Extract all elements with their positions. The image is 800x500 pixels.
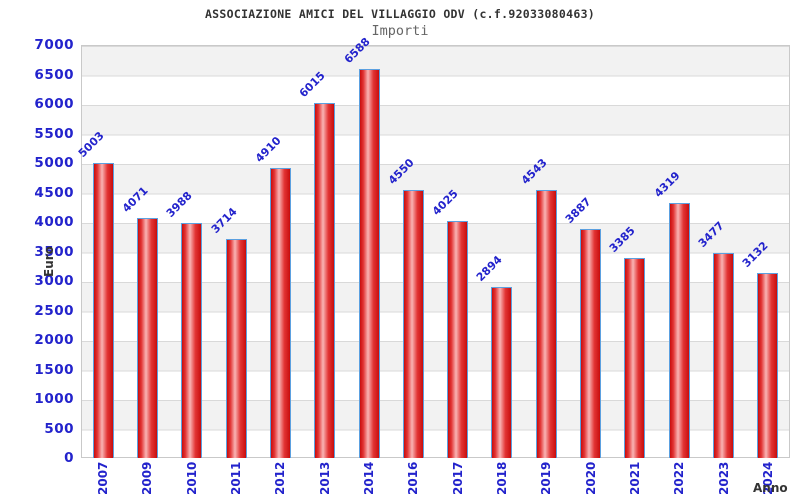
bar — [269, 168, 291, 458]
y-axis-tick-label: 2500 — [34, 302, 74, 319]
x-axis-tick-label: 2016 — [406, 461, 421, 495]
y-axis-tick-label: 5500 — [34, 125, 74, 142]
x-axis-tick-label: 2020 — [583, 461, 598, 495]
x-axis-tick-label: 2010 — [184, 461, 199, 495]
x-axis-tick-label: 2019 — [539, 461, 554, 495]
bar — [624, 258, 646, 458]
bar — [92, 162, 114, 458]
y-axis-tick-label: 1500 — [34, 361, 74, 378]
y-axis-tick-label: 6000 — [34, 96, 74, 112]
y-axis-tick-label: 0 — [64, 450, 74, 466]
x-axis-tick-label: 2022 — [672, 461, 687, 495]
x-axis-tick-label: 2018 — [494, 461, 509, 495]
x-axis-tick-label: 2017 — [450, 461, 465, 495]
x-axis-tick-label: 2013 — [317, 461, 332, 495]
bar — [358, 69, 380, 458]
bar — [314, 103, 336, 458]
x-axis-tick-label: 2009 — [140, 461, 155, 495]
x-axis-tick-label: 2023 — [716, 461, 731, 495]
x-axis-tick-label: 2007 — [96, 461, 111, 495]
y-axis-tick-label: 2000 — [34, 332, 74, 348]
y-axis-tick-label: 500 — [44, 420, 74, 437]
chart-subtitle: Importi — [371, 23, 429, 39]
y-axis-tick-label: 6500 — [34, 66, 74, 83]
y-axis-tick-label: 4500 — [34, 184, 74, 201]
bar — [713, 252, 735, 458]
bar — [447, 220, 469, 458]
y-axis-tick-label: 3000 — [34, 273, 74, 289]
y-axis-tick-label: 4000 — [34, 214, 74, 230]
bar — [491, 287, 513, 458]
bar — [402, 189, 424, 458]
chart-title: ASSOCIAZIONE AMICI DEL VILLAGGIO ODV (c.… — [204, 7, 596, 21]
bar — [668, 203, 690, 458]
bar — [136, 217, 158, 458]
y-axis-tick-label: 5000 — [34, 155, 74, 171]
x-axis-tick-label: 2011 — [229, 461, 244, 495]
y-axis-tick-label: 1000 — [34, 391, 74, 407]
bar — [580, 228, 602, 458]
bar — [757, 273, 779, 458]
y-axis-tick-label: 7000 — [34, 37, 74, 53]
bar — [535, 189, 557, 458]
bar — [225, 238, 247, 458]
bar — [181, 222, 203, 458]
x-axis-tick-label: 2014 — [362, 461, 377, 495]
x-axis-title: Anno — [753, 481, 788, 495]
y-axis-title: Euro — [42, 246, 56, 277]
y-axis-tick-label: 3500 — [34, 243, 74, 260]
x-axis-tick-label: 2012 — [273, 461, 288, 495]
x-axis-tick-label: 2021 — [627, 461, 642, 495]
